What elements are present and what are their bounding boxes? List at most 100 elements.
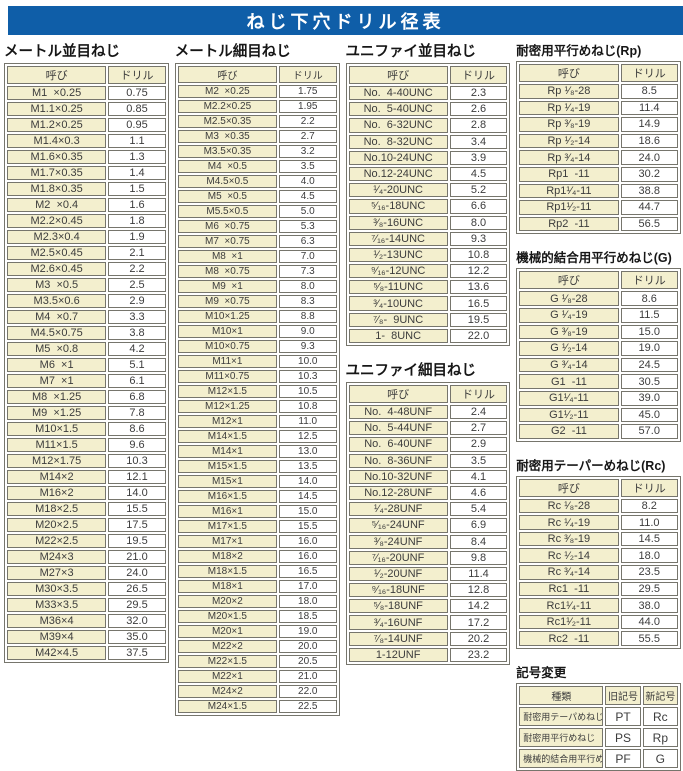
table-cell: M1.8×0.35: [7, 182, 107, 196]
table-cell: Rp ³⁄₈-19: [519, 117, 619, 132]
table-cell: 5.4: [449, 502, 508, 517]
table-cell: ⁷⁄₈-14UNF: [348, 631, 448, 646]
table-row: M6 ×1 5.1: [7, 358, 166, 372]
table-body-unified-fine: No. 4-48UNF 2.4 No. 5-44UNF 2.7 No. 6-40UNF 2…: [348, 405, 508, 662]
table-cell: 14.2: [449, 599, 508, 614]
table-body-symbol-change: 耐密用テーパめねじPTRc耐密用平行めねじPSRp機械的結合用平行めねじPFG: [519, 707, 678, 769]
column-header-old-symbol: 旧記号: [605, 686, 641, 706]
table-cell: M10×1.25: [177, 310, 277, 323]
table-row: M12×1.25 10.8: [177, 400, 337, 413]
table-cell: G ¹⁄₄-19: [519, 307, 619, 323]
table-cell: 22.5: [279, 700, 337, 713]
table-cell: M22×1: [177, 670, 277, 683]
table-body-rc: Rc ¹⁄₈-28 8.2 Rc ¹⁄₄-19 11.0 Rc ³⁄₈-19 14.5 Rc…: [519, 498, 678, 647]
table-row: M22×1 21.0: [177, 670, 337, 683]
table-cell: 2.8: [449, 118, 508, 133]
table-row: No. 8-32UNC 3.4: [348, 134, 508, 149]
table-row: 耐密用平行めねじ PS Rp: [519, 728, 678, 748]
table-cell: M24×2: [177, 685, 277, 698]
table-cell: 9.8: [449, 550, 508, 565]
table-cell: M2 ×0.4: [7, 198, 107, 212]
table-cell: Rc ³⁄₈-19: [519, 531, 619, 547]
table-cell: No. 4-48UNF: [348, 405, 448, 420]
table-cell: 10.8: [279, 400, 337, 413]
table-cell: 耐密用テーパめねじ: [519, 707, 604, 727]
table-row: M33×3.5 29.5: [7, 598, 166, 612]
table-row: M42×4.5 37.5: [7, 646, 166, 660]
table-cell: M2.3×0.4: [7, 230, 107, 244]
table-row: M11×0.75 10.3: [177, 370, 337, 383]
table-row: M16×1 15.0: [177, 505, 337, 518]
table-cell: 57.0: [620, 424, 678, 439]
table-row: Rc ³⁄₄-14 23.5: [519, 565, 678, 580]
table-cell: 6.9: [449, 518, 508, 533]
table-row: ⁹⁄₁₆-18UNF 12.8: [348, 583, 508, 598]
table-row: ⁵⁄₁₆-24UNF 6.9: [348, 518, 508, 533]
table-cell: M14×1.5: [177, 430, 277, 443]
table-cell: M1.2×0.25: [7, 118, 107, 132]
table-cell: M4 ×0.5: [177, 160, 277, 173]
table-row: ³⁄₄-16UNF 17.2: [348, 615, 508, 630]
table-cell: 19.5: [449, 312, 508, 327]
table-cell: M14×2: [7, 470, 107, 484]
table-row: M11×1.5 9.6: [7, 438, 166, 452]
table-cell: M15×1: [177, 475, 277, 488]
table-row: M15×1 14.0: [177, 475, 337, 488]
table-cell: M15×1.5: [177, 460, 277, 473]
table-cell: 2.5: [108, 278, 166, 292]
table-row: ⁷⁄₈-14UNF 20.2: [348, 631, 508, 646]
table-cell: M5 ×0.5: [177, 190, 277, 203]
table-cell: 24.5: [620, 357, 678, 373]
table-g: 呼び ドリル G ¹⁄₈-28 8.6 G ¹⁄₄-19 11.5 G ³⁄₈-19 15…: [516, 268, 681, 442]
table-row: M16×1.5 14.5: [177, 490, 337, 503]
table-cell: 10.8: [449, 247, 508, 263]
table-cell: PF: [605, 749, 641, 769]
table-cell: 14.0: [108, 486, 166, 500]
column-header-name: 呼び: [519, 271, 619, 290]
table-cell: 2.7: [279, 130, 337, 143]
table-cell: ¹⁄₄-28UNF: [348, 502, 448, 517]
table-cell: M16×2: [7, 486, 107, 500]
table-cell: 8.4: [449, 534, 508, 549]
header-row: 呼び ドリル: [348, 385, 508, 403]
table-cell: M4.5×0.75: [7, 326, 107, 340]
header-row: 呼び ドリル: [348, 66, 508, 84]
table-cell: 12.8: [449, 583, 508, 598]
table-cell: M8 ×1.25: [7, 390, 107, 404]
page-title-bar: ねじ下穴ドリル径表: [8, 6, 683, 35]
table-row: M2 ×0.4 1.6: [7, 198, 166, 212]
table-row: M2.2×0.45 1.8: [7, 214, 166, 228]
table-row: 1- 8UNC 22.0: [348, 328, 508, 343]
table-cell: 8.0: [449, 215, 508, 230]
table-row: M4 ×0.7 3.3: [7, 310, 166, 324]
table-cell: M3.5×0.35: [177, 145, 277, 158]
table-cell: No. 6-32UNC: [348, 118, 448, 133]
table-cell: M2.2×0.45: [7, 214, 107, 228]
table-row: M15×1.5 13.5: [177, 460, 337, 473]
table-cell: M16×1.5: [177, 490, 277, 503]
table-cell: No.10-24UNC: [348, 150, 448, 165]
table-cell: Rp1¹⁄₄-11: [519, 183, 619, 199]
table-row: M10×0.75 9.3: [177, 340, 337, 353]
table-row: M18×2.5 15.5: [7, 502, 166, 516]
table-cell: M2 ×0.25: [177, 85, 277, 98]
table-cell: 10.3: [279, 370, 337, 383]
table-row: ³⁄₄-10UNC 16.5: [348, 296, 508, 311]
table-cell: M36×4: [7, 614, 107, 628]
table-row: M1.8×0.35 1.5: [7, 182, 166, 196]
table-cell: M4 ×0.7: [7, 310, 107, 324]
table-cell: 1.5: [108, 182, 166, 196]
table-cell: 11.0: [620, 515, 678, 530]
table-row: M7 ×1 6.1: [7, 374, 166, 388]
table-cell: G ¹⁄₈-28: [519, 291, 619, 306]
table-row: No.12-24UNC 4.5: [348, 166, 508, 182]
table-cell: 32.0: [108, 614, 166, 628]
table-row: M14×1 13.0: [177, 445, 337, 458]
table-row: M2.6×0.45 2.2: [7, 262, 166, 276]
table-row: G ¹⁄₄-19 11.5: [519, 307, 678, 323]
table-cell: 11.4: [620, 100, 678, 116]
table-cell: 3.4: [449, 134, 508, 149]
table-cell: M12×1.75: [7, 454, 107, 468]
table-cell: 6.3: [279, 235, 337, 248]
table-cell: 7.0: [279, 250, 337, 263]
